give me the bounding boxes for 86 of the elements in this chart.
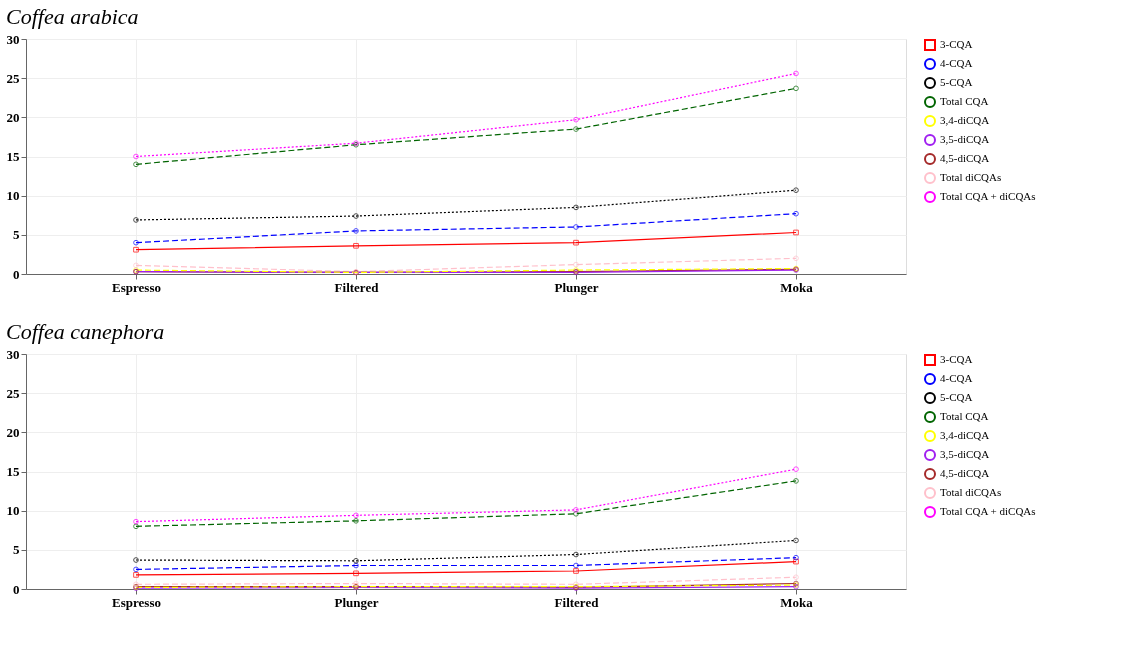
legend-label: 4,5-diCQA — [940, 152, 990, 164]
point — [573, 126, 579, 132]
point — [573, 510, 579, 517]
legend-label: Total diCQAs — [940, 171, 1002, 183]
y-tick-label: 30 — [6, 31, 20, 47]
x-tick-label: Plunger — [554, 279, 599, 295]
point — [353, 557, 359, 564]
y-tick-label: 25 — [6, 385, 20, 401]
legend-label: Total diCQAs — [940, 486, 1002, 498]
legend-label: 3-CQA — [940, 353, 973, 365]
y-tick-label: 5 — [13, 542, 20, 558]
point — [793, 210, 799, 217]
y-tick-label: 15 — [6, 464, 20, 479]
y-tick-label: 10 — [6, 503, 20, 519]
point — [573, 562, 579, 569]
point — [573, 204, 579, 211]
point — [793, 85, 799, 92]
point — [573, 224, 579, 230]
point — [353, 562, 359, 569]
point — [353, 228, 359, 234]
point — [133, 153, 139, 160]
y-tick-label: 5 — [13, 227, 20, 243]
point — [573, 507, 579, 513]
x-tick-label: Espresso — [112, 594, 161, 610]
point — [573, 568, 579, 574]
legend-label: 3,5-diCQA — [940, 448, 990, 460]
legend-label: 3,4-diCQA — [940, 114, 990, 126]
point — [353, 242, 359, 249]
point — [573, 261, 579, 268]
legend-label: 3,5-diCQA — [940, 133, 990, 145]
point — [793, 229, 799, 236]
point — [133, 572, 139, 578]
point — [353, 512, 359, 519]
legend-label: 5-CQA — [940, 391, 973, 403]
point — [133, 523, 139, 530]
x-tick-label: Espresso — [112, 279, 161, 295]
legend-label: Total CQA + diCQAs — [940, 190, 1036, 202]
y-tick-label: 10 — [6, 188, 20, 204]
legend-label: Total CQA — [940, 95, 989, 107]
point — [133, 262, 139, 269]
y-tick-label: 15 — [6, 149, 20, 164]
point — [793, 574, 799, 581]
point — [793, 537, 799, 544]
point — [353, 518, 359, 524]
legend-label: 4,5-diCQA — [940, 467, 990, 479]
point — [793, 466, 799, 472]
x-tick-label: Moka — [780, 279, 814, 295]
line-series — [133, 229, 799, 253]
x-tick-label: Filtered — [554, 594, 600, 610]
legend-label: 4-CQA — [940, 372, 973, 384]
x-tick-label: Filtered — [334, 279, 380, 295]
point — [573, 239, 579, 246]
point — [793, 554, 799, 561]
point — [133, 246, 139, 253]
line-series — [133, 558, 799, 578]
x-tick-label: Moka — [780, 594, 814, 610]
point — [353, 570, 359, 577]
legend-label: 3-CQA — [940, 38, 973, 50]
point — [573, 116, 579, 123]
point — [573, 551, 579, 558]
y-tick-label: 20 — [6, 109, 20, 125]
x-tick-label: Plunger — [334, 594, 379, 610]
point — [133, 518, 139, 525]
point — [133, 566, 139, 573]
y-tick-label: 0 — [13, 266, 20, 282]
point — [793, 478, 799, 484]
legend-label: 5-CQA — [940, 76, 973, 88]
point — [133, 239, 139, 246]
chart-title: Coffea canephora — [6, 319, 165, 344]
chart-title: Coffea arabica — [6, 4, 139, 29]
point — [793, 558, 799, 565]
y-tick-label: 20 — [6, 424, 20, 440]
point — [133, 217, 139, 223]
point — [133, 161, 139, 168]
point — [133, 557, 139, 563]
point — [793, 70, 799, 77]
legend-label: 4-CQA — [940, 57, 973, 69]
point — [353, 213, 359, 219]
point — [793, 255, 799, 262]
legend-label: Total CQA — [940, 410, 989, 422]
legend-label: 3,4-diCQA — [940, 429, 990, 441]
y-tick-label: 30 — [6, 346, 20, 362]
legend-label: Total CQA + diCQAs — [940, 505, 1036, 517]
point — [793, 187, 799, 194]
y-tick-label: 25 — [6, 70, 20, 86]
y-tick-label: 0 — [13, 581, 20, 597]
